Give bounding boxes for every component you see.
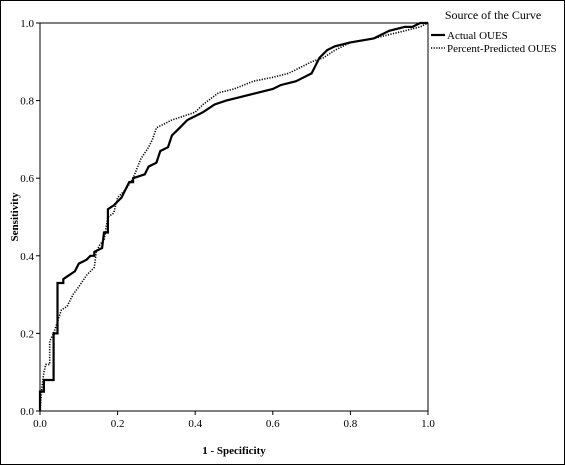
y-tick-label: 0.8 <box>20 96 34 108</box>
series-line-actual-oues <box>38 21 428 411</box>
x-tick-label: 0.4 <box>188 418 202 430</box>
y-tick-label: 0.6 <box>20 173 34 185</box>
x-tick-label: 0.6 <box>266 418 280 430</box>
series-layer <box>38 21 429 412</box>
y-tick-label: 1.0 <box>20 18 34 30</box>
legend: Source of the Curve Actual OUES Percent-… <box>431 8 557 55</box>
y-tick-label: 0.0 <box>20 406 34 418</box>
x-axis-title: 1 - Specificity <box>202 445 266 457</box>
y-tick-label: 0.4 <box>20 251 34 263</box>
legend-title: Source of the Curve <box>445 8 541 22</box>
x-tick-label: 0.2 <box>111 418 125 430</box>
legend-label-percent-predicted-oues: Percent-Predicted OUES <box>447 43 557 55</box>
series-line-percent-predicted-oues <box>39 22 429 412</box>
plot-area <box>39 22 429 412</box>
y-axis-title: Sensitivity <box>9 192 21 241</box>
y-axis: 0.0 0.2 0.4 0.6 0.8 1.0 <box>20 18 40 418</box>
legend-label-actual-oues: Actual OUES <box>447 30 508 42</box>
x-tick-label: 1.0 <box>421 418 435 430</box>
y-tick-label: 0.2 <box>20 328 34 340</box>
x-axis: 0.0 0.2 0.4 0.6 0.8 1.0 <box>33 411 435 430</box>
x-tick-label: 0.0 <box>33 418 47 430</box>
x-tick-label: 0.8 <box>344 418 358 430</box>
